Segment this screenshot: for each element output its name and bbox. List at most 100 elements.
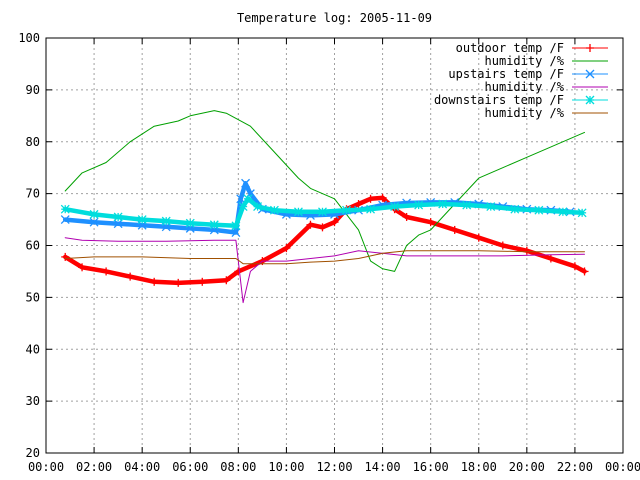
data-point	[558, 207, 568, 217]
data-point	[231, 228, 241, 237]
data-point	[354, 200, 363, 208]
legend-label: outdoor temp /F	[456, 41, 564, 55]
data-point	[185, 218, 195, 228]
x-tick-label: 18:00	[461, 460, 497, 474]
chart-title: Temperature log: 2005-11-09	[237, 11, 432, 25]
data-point	[486, 202, 496, 212]
data-point	[402, 212, 411, 221]
data-point	[426, 218, 435, 227]
y-tick-label: 50	[26, 290, 40, 304]
data-point	[462, 200, 472, 210]
data-point	[510, 204, 520, 214]
series-5	[60, 194, 587, 231]
data-point	[498, 241, 507, 250]
x-tick-label: 10:00	[268, 460, 304, 474]
data-point	[438, 199, 448, 209]
data-point	[113, 219, 123, 229]
x-tick-label: 20:00	[509, 460, 545, 474]
data-point	[586, 44, 594, 52]
x-tick-label: 06:00	[172, 460, 208, 474]
data-point	[78, 263, 87, 272]
data-point	[570, 262, 579, 271]
plot-frame	[45, 37, 624, 454]
data-point	[174, 278, 183, 287]
legend-label: humidity /%	[485, 80, 565, 94]
y-tick-label: 40	[26, 342, 40, 356]
data-point	[126, 272, 135, 281]
grid-lines	[46, 38, 623, 453]
data-point	[293, 207, 303, 217]
data-point	[241, 178, 251, 188]
legend-label: downstairs temp /F	[434, 93, 564, 107]
data-point	[236, 194, 246, 204]
data-point	[577, 208, 587, 218]
data-point	[450, 225, 459, 234]
data-point	[366, 194, 375, 203]
data-point	[342, 205, 351, 215]
legend-label: upstairs temp /F	[448, 67, 564, 81]
data-point	[60, 204, 70, 214]
data-point	[306, 220, 315, 229]
data-point	[378, 193, 387, 202]
data-point	[366, 204, 376, 214]
data-point	[585, 95, 595, 105]
y-tick-label: 90	[26, 83, 40, 97]
x-tick-label: 14:00	[365, 460, 401, 474]
x-tick-label: 08:00	[220, 460, 256, 474]
data-point	[161, 216, 171, 226]
data-point	[546, 254, 555, 263]
x-tick-label: 00:00	[605, 460, 640, 474]
legend-label: humidity /%	[485, 54, 565, 68]
data-point	[253, 202, 263, 212]
data-point	[222, 276, 231, 285]
data-point	[238, 202, 248, 212]
y-tick-label: 80	[26, 135, 40, 149]
data-point	[282, 244, 291, 253]
x-tick-label: 04:00	[124, 460, 160, 474]
data-point	[318, 223, 327, 232]
data-point	[318, 207, 327, 217]
data-point	[102, 267, 111, 276]
data-point	[231, 221, 241, 231]
series-6	[64, 250, 585, 265]
data-point	[60, 215, 70, 225]
y-tick-label: 30	[26, 394, 40, 408]
data-point	[390, 202, 400, 212]
data-point	[330, 218, 339, 227]
series-line	[64, 237, 585, 304]
x-tick-label: 02:00	[76, 460, 112, 474]
data-point	[474, 233, 483, 242]
y-tick-label: 20	[26, 446, 40, 460]
data-point	[534, 205, 544, 215]
data-point	[414, 200, 424, 210]
series-layer	[60, 110, 589, 304]
data-point	[89, 217, 99, 227]
data-point	[209, 220, 219, 230]
x-tick-label: 16:00	[413, 460, 449, 474]
series-4	[64, 237, 585, 304]
data-point	[89, 209, 99, 219]
data-point	[585, 69, 595, 79]
data-point	[522, 246, 531, 255]
data-point	[198, 277, 207, 286]
y-tick-label: 70	[26, 187, 40, 201]
data-point	[113, 212, 123, 222]
data-point	[150, 277, 159, 286]
series-line	[62, 195, 587, 286]
data-point	[61, 252, 70, 261]
data-point	[243, 194, 253, 204]
x-tick-label: 12:00	[316, 460, 352, 474]
series-line	[64, 250, 585, 265]
y-tick-label: 60	[26, 239, 40, 253]
x-tick-label: 22:00	[557, 460, 593, 474]
data-point	[137, 215, 147, 225]
y-tick-label: 100	[18, 31, 40, 45]
data-point	[234, 267, 243, 276]
axes: 00:00 02:00 04:00 06:00 08:00 10:00 12:00 14:00…	[18, 31, 640, 474]
x-tick-label: 00:00	[28, 460, 64, 474]
data-point	[269, 205, 279, 215]
data-point	[580, 267, 589, 276]
legend-label: humidity /%	[485, 106, 565, 120]
